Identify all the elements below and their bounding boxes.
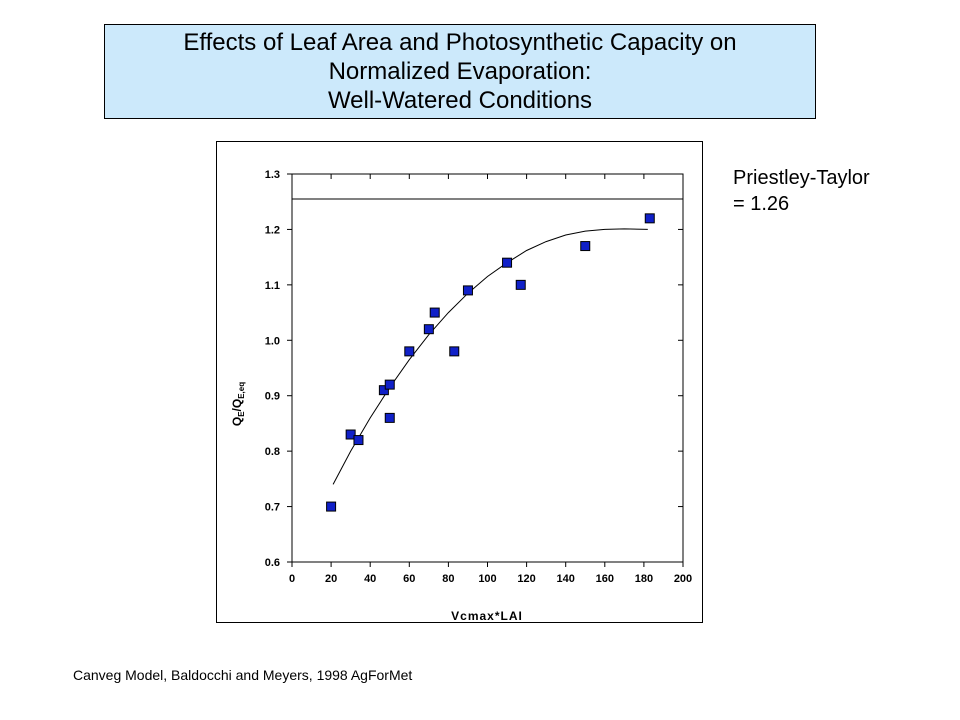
title-line-1: Effects of Leaf Area and Photosynthetic … — [183, 29, 737, 56]
chart-title-box: Effects of Leaf Area and Photosynthetic … — [104, 24, 816, 119]
x-tick-label: 180 — [635, 573, 653, 585]
y-tick-label: 0.8 — [265, 446, 280, 458]
x-tick-label: 0 — [289, 573, 295, 585]
y-tick-label: 0.9 — [265, 391, 280, 403]
data-point — [580, 241, 591, 252]
x-tick-label: 100 — [478, 573, 496, 585]
data-point — [404, 346, 415, 357]
chart-frame: 0 20 40 60 80 100 120 140 160 180 200 0.6 0.7 0.8 0.9 1… — [216, 141, 703, 623]
scatter-chart: 0 20 40 60 80 100 120 140 160 180 200 0.6 0.7 0.8 0.9 1… — [230, 169, 692, 623]
ylabel-sub1: E — [237, 411, 246, 417]
y-tick-label: 1.3 — [265, 169, 280, 181]
x-tick-label: 160 — [596, 573, 614, 585]
data-point — [326, 501, 337, 512]
data-point — [423, 324, 434, 335]
data-point — [384, 412, 395, 423]
data-point — [429, 307, 440, 318]
x-tick-label: 60 — [403, 573, 415, 585]
data-point — [502, 257, 513, 268]
x-tick-label: 140 — [557, 573, 575, 585]
title-line-2: Normalized Evaporation: — [328, 58, 592, 85]
ylabel-sub2: E,eq — [237, 382, 246, 399]
priestley-taylor-annotation: Priestley-Taylor = 1.26 — [733, 165, 870, 217]
data-point — [384, 379, 395, 390]
fit-curve — [332, 228, 648, 485]
y-tick-label: 0.6 — [265, 557, 280, 569]
title-line-3: Well-Watered Conditions — [327, 87, 593, 114]
data-point — [515, 279, 526, 290]
data-point — [449, 346, 460, 357]
data-point — [353, 435, 364, 446]
data-point — [378, 385, 389, 396]
data-point — [644, 213, 655, 224]
ylabel-slash: /Q — [230, 399, 244, 412]
data-point — [345, 429, 356, 440]
plot-area-border — [291, 173, 684, 563]
x-axis-label: Vcmax*LAI — [451, 609, 523, 623]
data-point — [462, 285, 473, 296]
x-tick-label: 40 — [364, 573, 376, 585]
x-tick-label: 200 — [674, 573, 692, 585]
y-axis-label: QE/QE,eq — [230, 382, 246, 426]
x-tick-label: 120 — [517, 573, 535, 585]
y-tick-label: 1.1 — [265, 280, 280, 292]
source-note: Canveg Model, Baldocchi and Meyers, 1998… — [73, 667, 413, 683]
y-tick-label: 0.7 — [265, 502, 280, 514]
annotation-line-1: Priestley-Taylor — [733, 167, 870, 189]
y-tick-label: 1.0 — [265, 335, 280, 347]
ylabel-main: Q — [230, 417, 244, 426]
y-tick-label: 1.2 — [265, 224, 280, 236]
annotation-line-2: = 1.26 — [733, 193, 790, 215]
x-tick-label: 80 — [442, 573, 454, 585]
x-tick-label: 20 — [325, 573, 337, 585]
